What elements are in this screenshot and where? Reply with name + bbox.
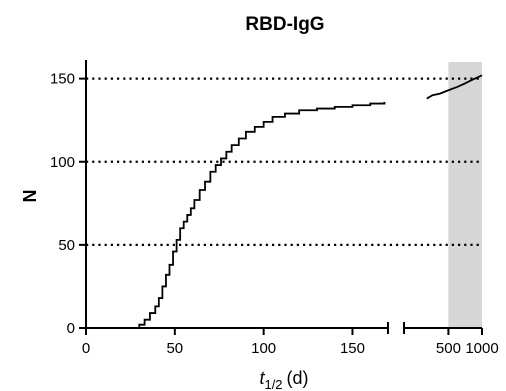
gridlines	[86, 77, 482, 246]
y-tick-label-150: 150	[50, 71, 75, 88]
series-line	[130, 74, 483, 329]
tick-labels: 0 50 100 150 0 50 100 150 500 1000	[50, 71, 499, 357]
y-axis-label: N	[20, 190, 40, 203]
axes	[79, 60, 483, 335]
series-line-segment-2	[426, 74, 483, 100]
x-axis-label-main: t	[259, 368, 265, 388]
shaded-region	[448, 62, 482, 328]
x-axis-label-subscript: 1/2	[264, 377, 282, 391]
x-axis-label-unit: (d)	[287, 368, 309, 388]
x-tick-label-100: 100	[251, 340, 276, 357]
x-tick-label-50: 50	[166, 340, 183, 357]
x-tick-label-1000: 1000	[465, 340, 498, 357]
x-tick-label-500: 500	[436, 340, 461, 357]
y-tick-label-0: 0	[67, 320, 75, 337]
y-tick-label-100: 100	[50, 154, 75, 171]
x-tick-label-0: 0	[82, 340, 90, 357]
y-tick-label-50: 50	[58, 237, 75, 254]
x-axis-label: t1/2 (d)	[259, 368, 308, 391]
chart-title: RBD-IgG	[245, 14, 324, 35]
shaded-band	[448, 62, 482, 328]
series-line-segment-1	[130, 101, 386, 329]
x-tick-label-150: 150	[340, 340, 365, 357]
